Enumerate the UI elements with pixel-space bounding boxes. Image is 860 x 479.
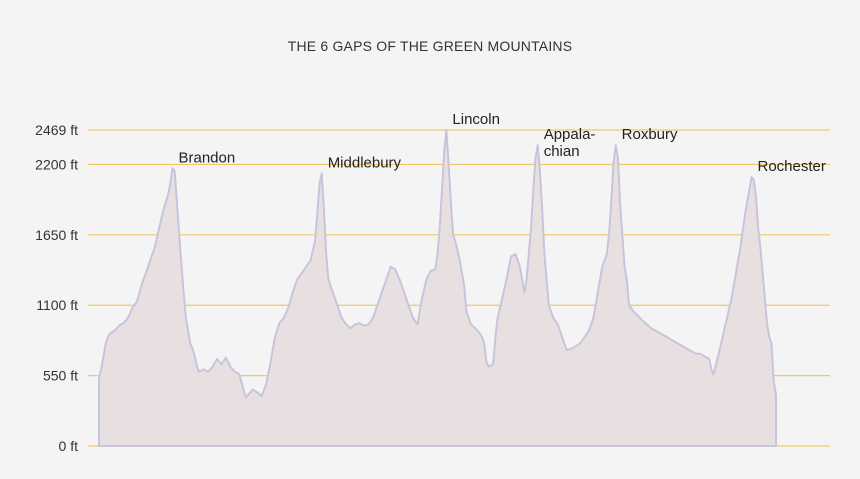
y-tick-label: 1100 ft <box>36 297 78 313</box>
y-tick-label: 2200 ft <box>35 156 78 172</box>
peak-label: Appala- <box>544 126 596 143</box>
peak-label: Rochester <box>758 158 826 175</box>
y-tick-label: 550 ft <box>43 368 78 384</box>
y-axis-ticks: 0 ft 550 ft 1100 ft 1650 ft 2200 ft 2469 ft <box>35 122 78 454</box>
peak-label: Lincoln <box>452 111 500 128</box>
peak-label-line2: chian <box>544 143 580 160</box>
chart-title: THE 6 GAPS OF THE GREEN MOUNTAINS <box>287 38 573 54</box>
y-tick-label: 0 ft <box>59 438 79 454</box>
plot-area <box>98 129 777 447</box>
peak-label: Brandon <box>178 149 235 166</box>
elevation-area <box>98 129 777 447</box>
peak-label: Roxbury <box>622 126 678 143</box>
peak-labels: Brandon Middlebury Lincoln Appala-chian Roxb… <box>178 111 825 175</box>
y-tick-label: 1650 ft <box>35 227 78 243</box>
y-tick-label: 2469 ft <box>35 122 78 138</box>
peak-label: Middlebury <box>328 154 402 171</box>
